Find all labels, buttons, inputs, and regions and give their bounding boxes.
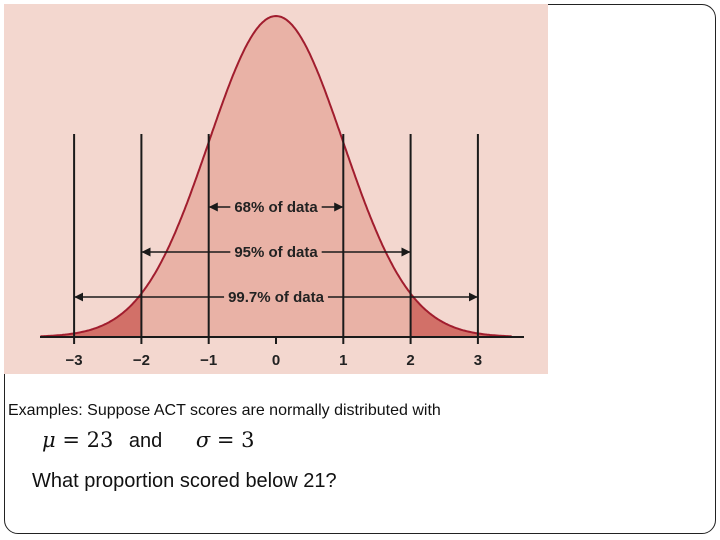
tick-label: 3	[474, 352, 482, 369]
band-label: 95% of data	[234, 244, 318, 261]
tick-label: −3	[66, 352, 83, 369]
tick-label: 1	[339, 352, 347, 369]
tick-label: −1	[200, 352, 217, 369]
and-word: and	[128, 430, 163, 452]
band-label: 99.7% of data	[228, 289, 325, 306]
normal-curve-diagram: −3 −2 −1 0 1 2 3 68% of data 95% of data 99.7% of…	[4, 4, 548, 374]
band-label: 68% of data	[234, 199, 318, 216]
question-text: What proportion scored below 21?	[32, 470, 337, 492]
parameters-row: μ = 23 and σ = 3	[42, 428, 255, 453]
sigma-symbol: σ	[195, 428, 211, 452]
mu-expression: μ = 23	[42, 428, 113, 452]
tick-label: 2	[406, 352, 414, 369]
tick-label: 0	[272, 352, 280, 369]
sigma-value: = 3	[216, 428, 255, 452]
sigma-expression: σ = 3	[196, 428, 255, 452]
normal-distribution-figure: −3 −2 −1 0 1 2 3 68% of data 95% of data 99.7% of…	[4, 4, 548, 374]
mu-symbol: μ	[42, 428, 56, 452]
example-text: Examples: Suppose ACT scores are normall…	[8, 402, 441, 419]
mu-value: = 23	[62, 428, 114, 452]
normal-curve	[40, 14, 512, 338]
tick-label: −2	[133, 352, 150, 369]
